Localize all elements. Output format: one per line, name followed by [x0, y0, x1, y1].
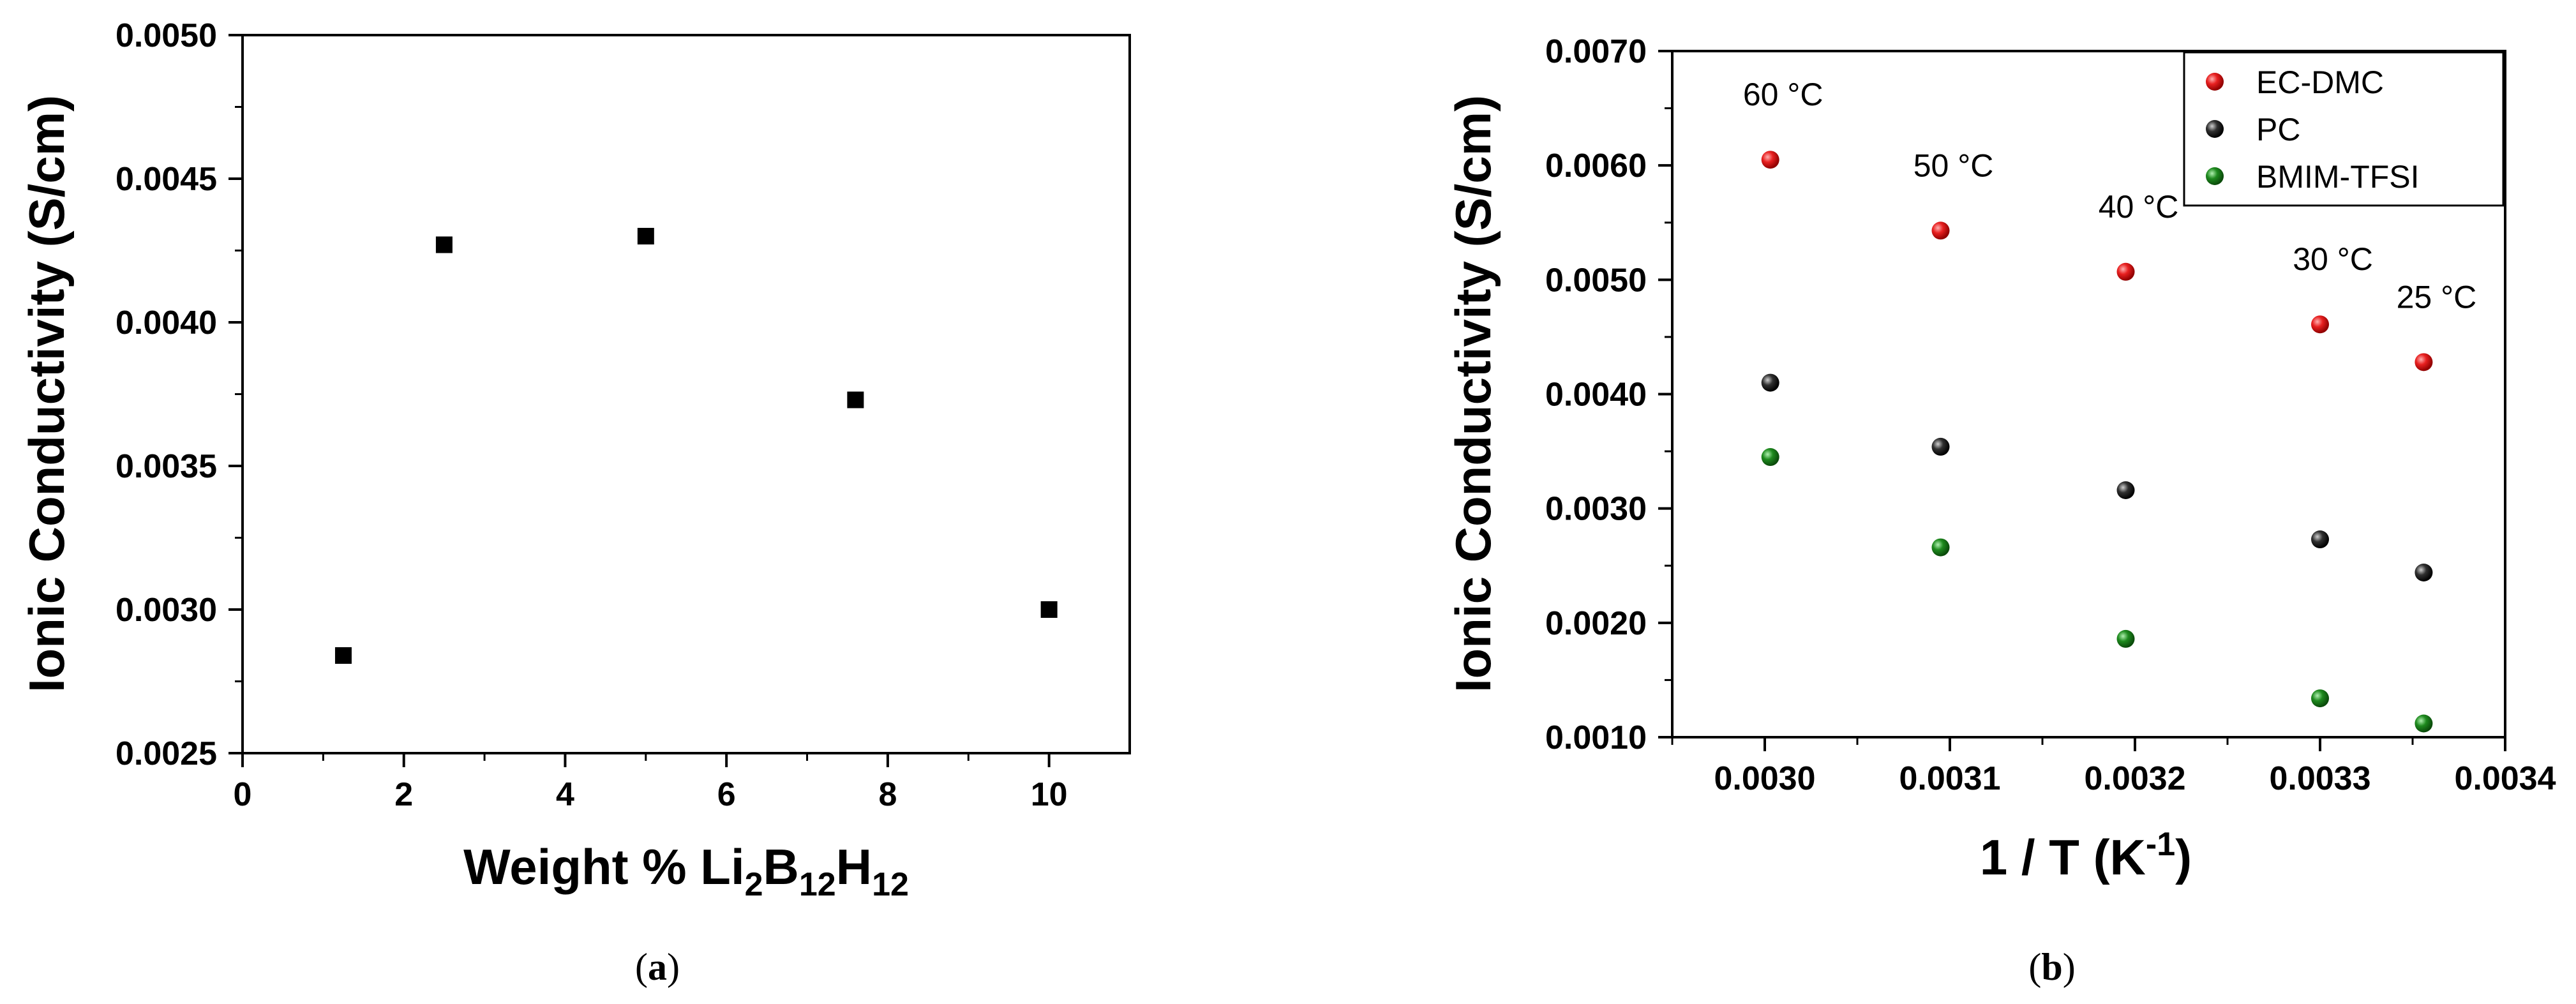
data-point-pc — [2116, 481, 2135, 499]
legend-marker — [2206, 73, 2224, 91]
data-point-bmim-tfsi — [1761, 448, 1779, 467]
data-point-ec-dmc — [2116, 262, 2135, 281]
temperature-label: 40 °C — [2099, 189, 2179, 225]
temperature-label: 50 °C — [1913, 147, 1994, 183]
data-point-ec-dmc — [2415, 353, 2433, 371]
legend-marker — [2206, 167, 2224, 185]
data-point-ec-dmc — [1761, 151, 1779, 169]
x-tick-label: 6 — [717, 776, 736, 813]
data-point-bmim-tfsi — [2311, 689, 2329, 708]
data-point-ec-dmc — [1931, 221, 1950, 240]
plot-frame-a — [241, 34, 1131, 754]
chart-b: 0.0030 0.0031 0.0032 0.0033 0.0034 0.0010 0.00… — [1445, 33, 2556, 988]
axis-ticks-b: 0.0030 0.0031 0.0032 0.0033 0.0034 0.0010 0.00… — [1545, 33, 2556, 797]
legend-label: BMIM-TFSI — [2256, 159, 2420, 195]
legend-label: PC — [2256, 112, 2300, 147]
temperature-label: 60 °C — [1743, 77, 1823, 112]
y-tick-label: 0.0020 — [1545, 605, 1647, 642]
data-points-a — [334, 228, 1058, 664]
x-tick-label: 0.0034 — [2454, 760, 2556, 797]
data-point-ec-dmc — [2311, 315, 2329, 334]
data-point-bmim-tfsi — [2415, 714, 2433, 733]
y-tick-label: 0.0045 — [116, 161, 217, 198]
temperature-label: 25 °C — [2397, 279, 2477, 315]
x-tick-label: 0 — [234, 776, 252, 813]
data-point-pc — [1931, 437, 1950, 456]
x-axis-label-b: 1 / T (K-1) — [1980, 826, 2192, 885]
panel-label-a: (a) — [635, 946, 680, 988]
x-axis-label-a: Weight % Li2B12H12 — [463, 839, 909, 903]
x-tick-label: 0.0030 — [1714, 760, 1815, 797]
y-tick-label: 0.0050 — [1545, 262, 1647, 299]
data-point-pc — [2311, 530, 2329, 549]
y-tick-label: 0.0030 — [1545, 491, 1647, 528]
data-point-bmim-tfsi — [2116, 629, 2135, 648]
x-tick-label: 2 — [394, 776, 413, 813]
y-tick-label: 0.0035 — [116, 448, 217, 485]
y-tick-label: 0.0050 — [116, 17, 217, 54]
axis-ticks-a: 0 2 4 6 8 10 0.0025 0.0030 0.0035 0.0040 0.0045 0.0… — [116, 17, 1068, 813]
temperature-label: 30 °C — [2293, 241, 2373, 277]
y-axis-label-a: Ionic Conductivity (S/cm) — [19, 95, 75, 693]
legend-marker — [2206, 120, 2224, 138]
legend-box — [2183, 51, 2505, 207]
data-point-bmim-tfsi — [1931, 538, 1950, 557]
panel-label-b: (b) — [2028, 946, 2075, 988]
y-tick-label: 0.0030 — [116, 592, 217, 629]
data-point — [435, 236, 453, 253]
y-tick-label: 0.0025 — [116, 735, 217, 772]
data-point — [847, 391, 864, 408]
data-point — [637, 228, 654, 244]
legend: EC-DMC PC BMIM-TFSI — [2183, 51, 2505, 207]
data-point — [1040, 601, 1058, 618]
y-tick-label: 0.0060 — [1545, 147, 1647, 184]
data-point — [334, 647, 352, 664]
x-tick-label: 0.0033 — [2269, 760, 2370, 797]
x-tick-label: 10 — [1031, 776, 1068, 813]
data-point-pc — [2415, 564, 2433, 581]
x-tick-label: 8 — [878, 776, 897, 813]
legend-label: EC-DMC — [2256, 64, 2384, 100]
x-tick-label: 0.0031 — [1899, 760, 2000, 797]
y-tick-label: 0.0040 — [1545, 377, 1647, 414]
y-tick-label: 0.0040 — [116, 304, 217, 341]
x-tick-label: 4 — [556, 776, 574, 813]
x-tick-label: 0.0032 — [2084, 760, 2185, 797]
data-point-pc — [1761, 373, 1779, 392]
temperature-annotations: 60 °C 50 °C 40 °C 30 °C 25 °C — [1743, 77, 2476, 315]
chart-a: 0 2 4 6 8 10 0.0025 0.0030 0.0035 0.0040 0.0045 0.0… — [19, 17, 1131, 988]
y-axis-label-b: Ionic Conductivity (S/cm) — [1445, 95, 1501, 693]
y-tick-label: 0.0070 — [1545, 33, 1647, 70]
y-tick-label: 0.0010 — [1545, 719, 1647, 756]
data-points-b — [1761, 151, 2433, 733]
